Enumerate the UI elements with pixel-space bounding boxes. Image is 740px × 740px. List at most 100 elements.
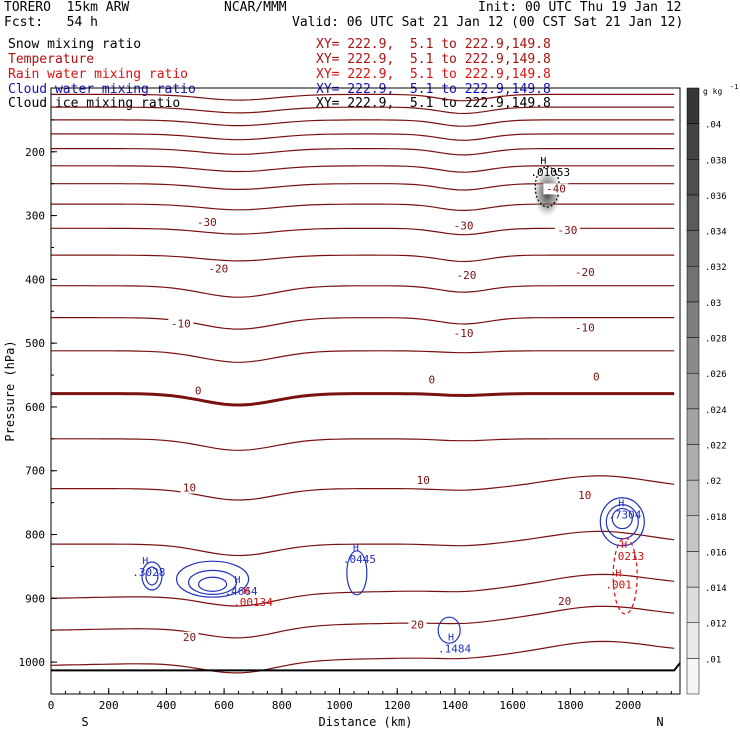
maximum-value-label: .0213	[611, 550, 644, 563]
isotherm-line	[51, 438, 675, 451]
isotherm-line	[51, 475, 675, 501]
cloud-water-contour	[175, 560, 250, 598]
y-tick-label: 500	[25, 337, 45, 350]
maximum-value-label: .3028	[132, 566, 165, 579]
colorbar-tick-label: .038	[705, 156, 727, 166]
colorbar-swatch	[686, 372, 700, 410]
cloud-water-contour	[187, 569, 238, 595]
isotherm-label: -10	[454, 327, 474, 340]
y-tick-label: 200	[25, 146, 45, 159]
forecast-hour: Fcst: 54 h	[4, 15, 98, 30]
isotherm-line	[51, 148, 675, 156]
maximum-value-label: .0445	[343, 553, 376, 566]
isotherm-label-bg	[554, 224, 580, 236]
maximum-value-label: .001	[605, 579, 632, 592]
x-tick-label: 400	[156, 699, 176, 712]
isotherm-label: -30	[454, 219, 474, 232]
maximum-h-marker: H	[540, 156, 546, 167]
colorbar-tick-label: .014	[705, 584, 727, 594]
isotherm-label-bg	[168, 318, 194, 330]
isotherm-line	[51, 530, 675, 557]
colorbar-swatch	[686, 301, 700, 338]
colorbar-swatch	[686, 159, 700, 196]
isotherm-label: -10	[171, 318, 191, 331]
colorbar-swatch	[686, 408, 700, 445]
y-tick-label: 700	[25, 465, 45, 478]
y-tick-label: 400	[25, 273, 45, 286]
isotherm-line	[51, 119, 675, 127]
isotherm-label: 20	[411, 619, 424, 632]
isotherm-label-bg	[194, 217, 220, 229]
y-tick-label: 800	[25, 529, 45, 542]
isotherm-label: 10	[183, 482, 196, 495]
colorbar-tick-label: .024	[705, 406, 727, 416]
colorbar-tick-label: .028	[705, 335, 727, 345]
colorbar-tick-label: .016	[705, 548, 727, 558]
x-tick-label: 1800	[557, 699, 584, 712]
cloud-water-contour	[346, 550, 368, 596]
maximum-h-marker: H	[615, 569, 621, 580]
isotherm-line	[50, 640, 675, 674]
cloud-water-contour	[145, 566, 159, 586]
y-axis-title: Pressure (hPa)	[3, 340, 17, 441]
isotherm-label: -10	[575, 321, 595, 334]
isotherm-label-bg	[192, 385, 204, 397]
isotherm-label-bg	[453, 270, 479, 282]
isotherm-label: 10	[417, 474, 430, 487]
isotherm-label: 20	[558, 595, 571, 608]
isotherm-line	[51, 183, 675, 191]
isotherm-line	[51, 203, 675, 212]
cloud-water-contour	[437, 616, 461, 644]
isotherm-line	[51, 165, 675, 173]
legend-snow-name: Snow mixing ratio	[8, 37, 142, 52]
maximum-value-label: .4664	[225, 585, 258, 598]
isotherm-label-bg	[555, 596, 574, 608]
isotherm-label-bg	[180, 482, 199, 494]
maximum-value-label: .1484	[438, 643, 471, 656]
colorbar-swatch	[686, 87, 700, 124]
isotherm-line	[51, 106, 675, 115]
colorbar-tick-label: .012	[705, 620, 727, 630]
isotherm-label: -30	[197, 216, 217, 229]
isotherm-label: -20	[208, 263, 228, 276]
legend-rain-name: Rain water mixing ratio	[8, 67, 189, 82]
colorbar-swatch	[686, 622, 700, 659]
isotherm-label-bg	[205, 263, 231, 275]
maximum-h-marker: H	[621, 540, 627, 551]
colorbar-tick-label: .018	[705, 513, 727, 523]
cloud-water-contour	[611, 507, 633, 530]
maximum-h-marker: H	[142, 556, 148, 567]
colorbar-tick-label: .02	[705, 477, 721, 487]
colorbar-swatch	[686, 265, 700, 303]
y-tick-label: 600	[25, 401, 45, 414]
colorbar-tick-label: .01	[705, 655, 721, 665]
maximum-value-label: .00134	[233, 596, 273, 609]
cloud-water-contour	[197, 576, 228, 592]
isotherm-label-bg	[426, 374, 438, 386]
colorbar-swatch	[686, 551, 700, 588]
isotherm-label: -20	[575, 266, 595, 279]
colorbar-tick-label: .03	[705, 299, 721, 309]
x-tick-label: 1200	[384, 699, 411, 712]
colorbar-swatch	[686, 586, 700, 623]
colorbar-tick-label: .036	[705, 192, 727, 202]
isotherm-label: 10	[578, 489, 591, 502]
isotherm-label-bg	[451, 328, 477, 340]
isotherm-label-bg	[408, 619, 427, 631]
isotherm-line	[51, 254, 675, 263]
isotherm-label: 20	[183, 631, 196, 644]
colorbar-swatch	[686, 444, 700, 481]
isotherm-label: 0	[195, 385, 202, 398]
isotherm-line	[51, 133, 675, 141]
cloud-water-contour	[599, 497, 645, 547]
colorbar-swatch	[686, 230, 700, 267]
isotherm-line	[51, 392, 675, 407]
isotherm-label: -20	[457, 269, 477, 282]
legend-temperature-xy: XY= 222.9, 5.1 to 222.9,149.8	[316, 52, 551, 67]
north-label: N	[656, 715, 663, 729]
maximum-h-marker: H	[235, 575, 241, 586]
init-time: Init: 00 UTC Thu 19 Jan 12	[478, 0, 682, 15]
legend-cloud-water-name: Cloud water mixing ratio	[8, 82, 196, 97]
x-tick-label: 0	[48, 699, 55, 712]
